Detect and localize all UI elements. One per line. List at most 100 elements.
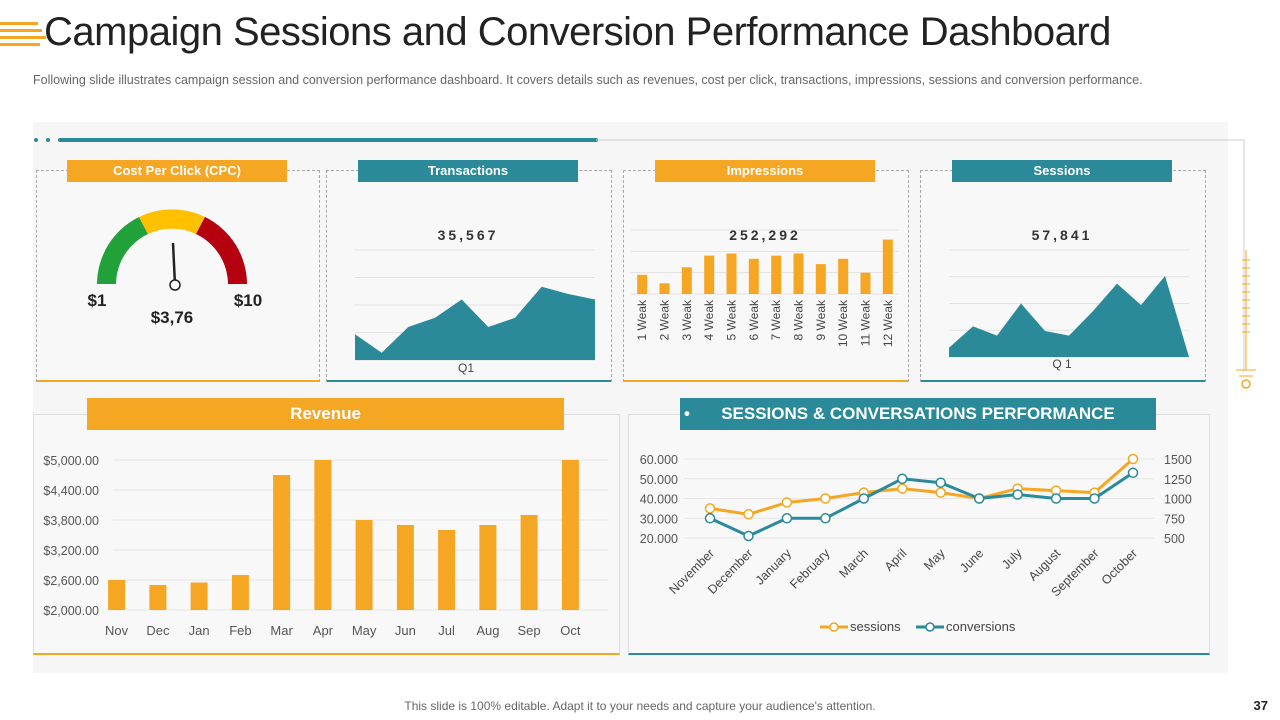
revenue-ytick-6: $2,000.00 — [43, 604, 99, 618]
performance-xtick-10: August — [1026, 546, 1064, 584]
performance-xtick-8: June — [957, 546, 986, 575]
legend-marker-sessions — [829, 622, 839, 632]
revenue-xtick-1: Nov — [105, 623, 129, 638]
impressions-bar-8 — [793, 253, 804, 294]
performance-point-conversions-10 — [1050, 493, 1062, 504]
impressions-bar-7 — [771, 255, 782, 294]
transactions-chart: Q1 — [354, 249, 596, 375]
performance-right-tick-1: 1500 — [1164, 453, 1192, 467]
legend-marker-conversions — [925, 622, 935, 632]
performance-line-sessions — [709, 457, 1134, 516]
revenue-xtick-4: Feb — [229, 623, 251, 638]
revenue-xtick-12: Oct — [560, 623, 581, 638]
performance-point-conversions-4 — [820, 513, 831, 524]
sessions-label: Sessions — [952, 160, 1172, 182]
revenue-xtick-11: Sep — [518, 623, 541, 638]
revenue-bar-jun — [396, 525, 414, 610]
performance-right-tick-2: 1250 — [1164, 473, 1192, 487]
impressions-tick-11: 11 Weak — [859, 299, 873, 346]
impressions-tick-8: 8 Weak — [792, 299, 806, 340]
performance-point-sessions-6 — [897, 483, 908, 494]
impressions-bar-1 — [637, 274, 648, 294]
impressions-tick-3: 3 Weak — [680, 299, 694, 340]
gauge-low-segment — [97, 217, 148, 284]
impressions-tick-5: 5 Weak — [725, 299, 739, 340]
impressions-tick-6: 6 Weak — [747, 299, 761, 340]
revenue-xtick-5: Mar — [270, 623, 293, 638]
revenue-bar-jul — [438, 530, 456, 610]
impressions-bar-10 — [838, 258, 849, 294]
revenue-bar-apr — [314, 460, 332, 610]
page-subtitle: Following slide illustrates campaign ses… — [33, 73, 1143, 87]
gauge-min-label: $1 — [88, 291, 107, 310]
performance-xtick-5: March — [836, 546, 870, 580]
revenue-bar-nov — [108, 580, 126, 610]
performance-xtick-12: October — [1099, 546, 1140, 587]
impressions-bar-12 — [882, 239, 893, 294]
impressions-bar-2 — [659, 283, 670, 294]
performance-point-conversions-3 — [781, 513, 793, 524]
gauge-mid-segment — [139, 209, 205, 234]
cpc-card — [36, 170, 320, 382]
performance-point-sessions-3 — [781, 497, 793, 508]
revenue-bar-sep — [520, 515, 538, 610]
footer-note: This slide is 100% editable. Adapt it to… — [404, 699, 876, 713]
revenue-bar-mar — [273, 475, 291, 610]
revenue-label: Revenue — [87, 398, 564, 430]
revenue-chart: $5,000.00 $4,400.00 $3,800.00 $3,200.00 $2,6… — [43, 454, 608, 638]
performance-label: • SESSIONS & CONVERSATIONS PERFORMANCE — [680, 398, 1156, 430]
performance-point-conversions-5 — [858, 493, 870, 504]
performance-xtick-4: February — [787, 546, 833, 592]
performance-right-tick-3: 1000 — [1164, 493, 1192, 507]
impressions-bar-4 — [704, 255, 715, 294]
revenue-xtick-8: Jun — [395, 623, 416, 638]
revenue-bar-jan — [190, 582, 208, 610]
revenue-bar-feb — [231, 575, 249, 610]
impressions-bar-3 — [681, 267, 692, 294]
performance-point-sessions-4 — [820, 493, 831, 504]
revenue-ytick-4: $3,200.00 — [43, 544, 99, 558]
decorative-connector-line — [34, 138, 1245, 372]
performance-point-conversions-6 — [897, 473, 908, 485]
revenue-xtick-9: Jul — [438, 623, 455, 638]
ruler-icon — [1236, 250, 1256, 389]
impressions-total: 252,292 — [729, 227, 801, 243]
revenue-bar-aug — [479, 525, 497, 610]
impressions-tick-7: 7 Weak — [769, 299, 783, 340]
bullet-icon: • — [684, 404, 690, 423]
legend-label-conversions: conversions — [946, 619, 1016, 634]
revenue-ytick-5: $2,600.00 — [43, 574, 99, 588]
performance-left-tick-4: 30.000 — [640, 512, 678, 526]
transactions-x-label: Q1 — [458, 361, 474, 375]
performance-left-tick-5: 20.000 — [640, 532, 678, 546]
gauge-value-label: $3,76 — [151, 308, 194, 327]
page-number: 37 — [1253, 698, 1268, 713]
revenue-ytick-3: $3,800.00 — [43, 514, 99, 528]
performance-chart: 60.000 1500 50.000 1250 40.000 1000 30.000 750 2… — [640, 453, 1192, 634]
impressions-bar-6 — [748, 258, 759, 294]
revenue-ytick-2: $4,400.00 — [43, 484, 99, 498]
performance-point-sessions-12 — [1127, 453, 1139, 465]
sessions-area — [949, 276, 1189, 357]
revenue-xtick-6: Apr — [313, 623, 334, 638]
performance-point-conversions-11 — [1089, 493, 1100, 504]
sessions-total: 57,841 — [1031, 227, 1093, 243]
revenue-xtick-10: Aug — [476, 623, 499, 638]
impressions-label: Impressions — [655, 160, 875, 182]
transactions-label: Transactions — [358, 160, 578, 182]
gauge-max-label: $10 — [234, 291, 262, 310]
revenue-bar-may — [355, 520, 373, 610]
impressions-tick-10: 10 Weak — [836, 299, 850, 347]
impressions-tick-2: 2 Weak — [658, 299, 672, 340]
performance-point-conversions-9 — [1012, 489, 1023, 500]
revenue-xtick-3: Jan — [189, 623, 210, 638]
performance-point-conversions-1 — [704, 513, 716, 524]
impressions-bar-11 — [860, 272, 871, 294]
impressions-bar-9 — [815, 264, 826, 294]
performance-left-tick-3: 40.000 — [640, 493, 678, 507]
transactions-total: 35,567 — [437, 227, 499, 243]
performance-xtick-9: July — [999, 546, 1025, 572]
performance-right-tick-5: 500 — [1164, 532, 1185, 546]
performance-point-conversions-12 — [1127, 467, 1139, 479]
performance-point-conversions-8 — [973, 493, 985, 504]
